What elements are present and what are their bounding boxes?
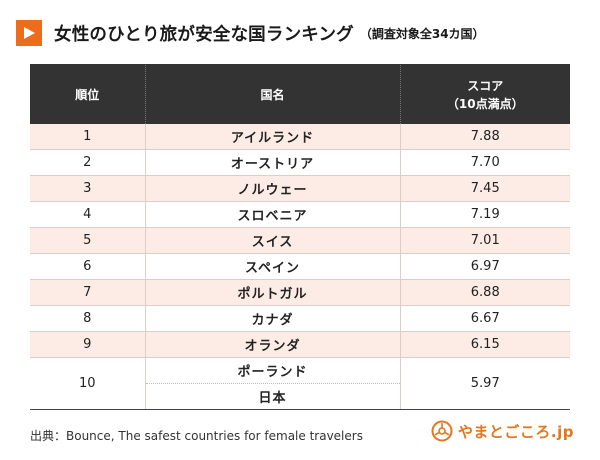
column-header-score-label: スコア: [467, 78, 504, 93]
rank-cell: 7: [30, 279, 145, 306]
country-cell: ノルウェー: [144, 175, 400, 202]
rank-cell: 3: [30, 175, 145, 202]
logo-text: やまとごころ.jp: [457, 422, 574, 441]
score-cell: 5.97: [399, 357, 570, 410]
play-icon: [16, 20, 42, 46]
table-row: 6 スペイン 6.97: [30, 253, 570, 280]
title-bar: 女性のひとり旅が安全な国ランキング （調査対象全34カ国）: [16, 16, 485, 50]
column-header-score: スコア （10点満点）: [399, 64, 570, 124]
table-row: 8 カナダ 6.67: [30, 305, 570, 332]
country-cell: スペイン: [144, 253, 400, 280]
score-cell: 6.67: [399, 305, 570, 332]
country-cell: スロベニア: [144, 201, 400, 228]
score-cell: 7.88: [399, 124, 570, 150]
brand-logo: やまとごころ.jp: [431, 420, 574, 442]
rank-cell: 10: [30, 357, 145, 410]
table-row: 4 スロベニア 7.19: [30, 201, 570, 228]
page-subtitle: （調査対象全34カ国）: [359, 26, 485, 41]
country-cell: オランダ: [144, 331, 400, 358]
table-row: 10 ポーランド 5.97: [30, 357, 570, 410]
country-cell: アイルランド: [144, 124, 400, 150]
rank-cell: 5: [30, 227, 145, 254]
country-cell: スイス: [144, 227, 400, 254]
rank-cell: 8: [30, 305, 145, 332]
table-row: 3 ノルウェー 7.45: [30, 175, 570, 202]
rank-cell: 1: [30, 124, 145, 150]
score-cell: 6.88: [399, 279, 570, 306]
score-cell: 7.70: [399, 149, 570, 176]
column-header-country: 国名: [144, 64, 400, 124]
score-cell: 6.97: [399, 253, 570, 280]
score-cell: 7.01: [399, 227, 570, 254]
table-row: 1 アイルランド 7.88: [30, 124, 570, 150]
rank-cell: 4: [30, 201, 145, 228]
table-row: 日本: [30, 383, 570, 410]
rank-cell: 9: [30, 331, 145, 358]
table-row: 5 スイス 7.01: [30, 227, 570, 254]
rank-cell: 6: [30, 253, 145, 280]
column-header-rank: 順位: [30, 64, 145, 124]
page-title: 女性のひとり旅が安全な国ランキング: [54, 24, 354, 45]
rank-cell: 2: [30, 149, 145, 176]
score-cell: 7.45: [399, 175, 570, 202]
yamatogokoro-logo-icon: [431, 420, 453, 442]
source-note: 出典：Bounce, The safest countries for fema…: [30, 429, 363, 443]
country-cell: カナダ: [144, 305, 400, 332]
country-cell: オーストリア: [144, 149, 400, 176]
ranking-table: 順位 国名 スコア （10点満点） 1 アイルランド 7.88 2 オーストリア…: [30, 64, 570, 410]
score-cell: 6.15: [399, 331, 570, 358]
table-body: 1 アイルランド 7.88 2 オーストリア 7.70 3 ノルウェー 7.45…: [30, 124, 570, 410]
country-cell: 日本: [144, 383, 400, 410]
table-row: 2 オーストリア 7.70: [30, 149, 570, 176]
score-cell: 7.19: [399, 201, 570, 228]
country-cell: ポルトガル: [144, 279, 400, 306]
table-row: 7 ポルトガル 6.88: [30, 279, 570, 306]
table-header: 順位 国名 スコア （10点満点）: [30, 64, 570, 124]
column-header-score-unit: （10点満点）: [446, 96, 524, 111]
country-cell: ポーランド: [144, 357, 400, 384]
table-row: 9 オランダ 6.15: [30, 331, 570, 358]
